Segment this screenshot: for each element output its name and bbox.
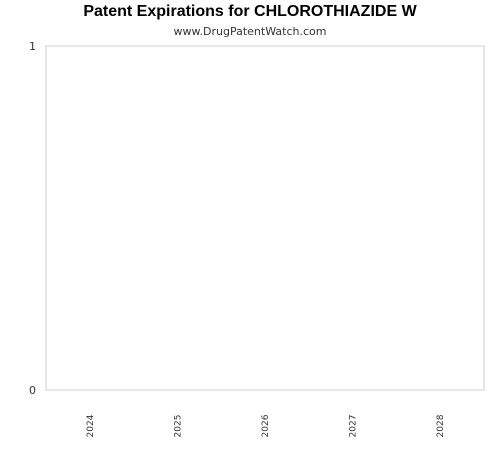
- x-tick-label: 2027: [349, 415, 359, 438]
- x-tick-label: 2028: [436, 414, 446, 437]
- chart-title: Patent Expirations for CHLOROTHIAZIDE W: [83, 3, 417, 20]
- x-tick-label: 2025: [173, 415, 183, 438]
- x-tick-label: 2024: [86, 414, 96, 437]
- y-tick-label: 1: [29, 40, 36, 53]
- chart-subtitle: www.DrugPatentWatch.com: [173, 25, 327, 38]
- chart-marks: 0 1 2024 2025 2026 2027 2028: [29, 40, 446, 437]
- x-tick-label: 2026: [261, 414, 271, 437]
- y-tick-label: 0: [29, 384, 36, 397]
- plot-area: [45, 45, 485, 391]
